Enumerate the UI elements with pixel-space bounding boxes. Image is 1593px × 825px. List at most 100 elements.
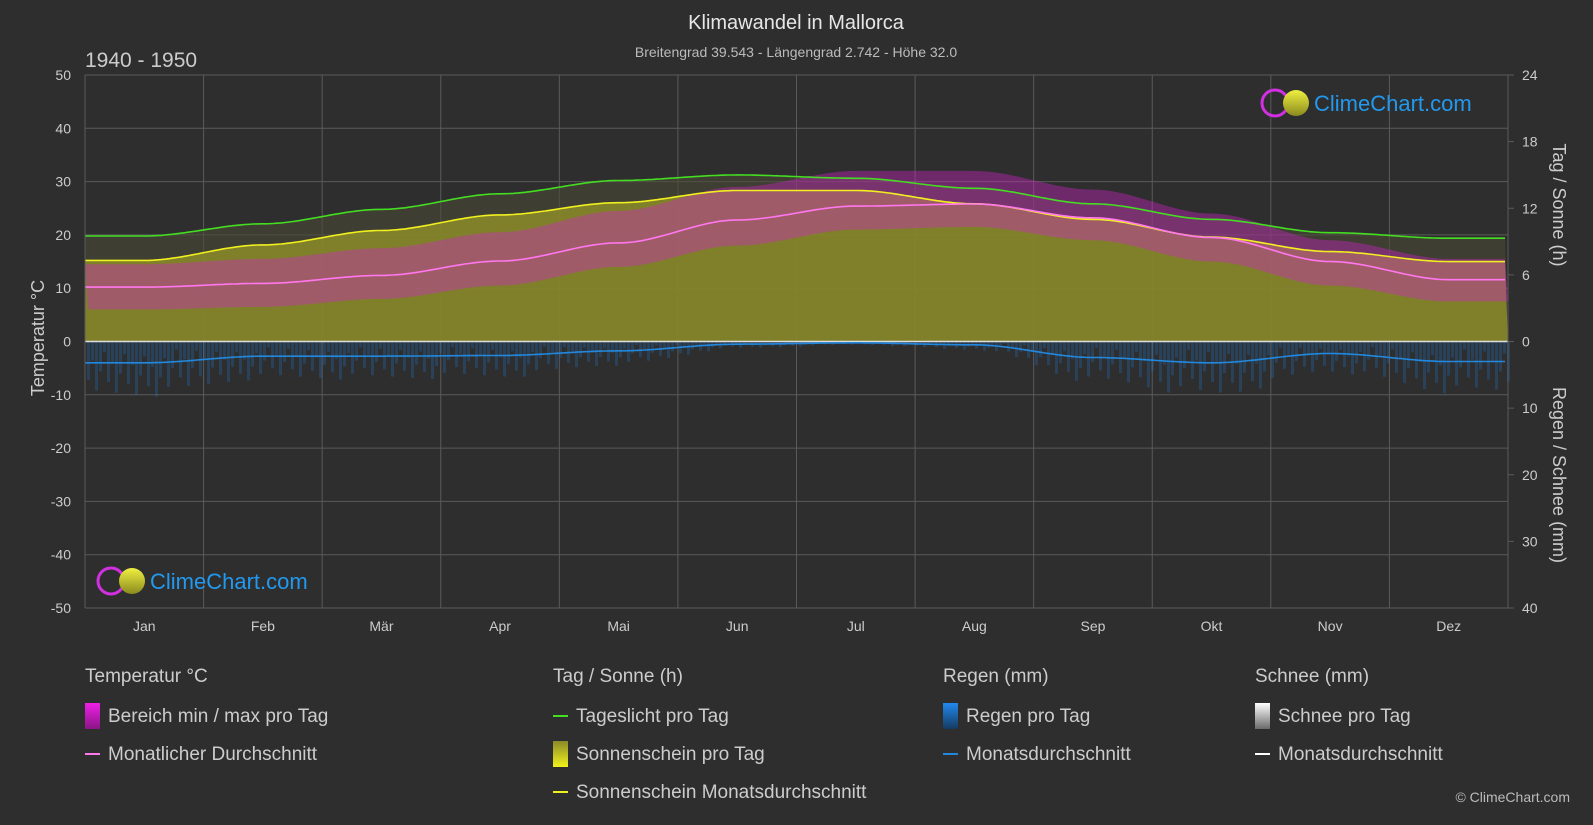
rain-bar (547, 341, 550, 364)
legend-label-temp-range: Bereich min / max pro Tag (108, 706, 328, 727)
rain-bar (1395, 341, 1398, 373)
rain-bar (479, 341, 482, 356)
left-tick-label: 20 (55, 227, 71, 243)
series-lines (85, 174, 1508, 364)
rain-bar (755, 341, 758, 345)
brand-logo-bottom[interactable]: ClimeChart.com (96, 566, 308, 596)
rain-bar (1427, 341, 1430, 373)
rain-bar (1387, 341, 1390, 364)
rain-avg-line (85, 342, 1505, 364)
rain-bar (531, 341, 534, 353)
rain-bar (1307, 341, 1310, 355)
rain-bar (207, 341, 210, 384)
rain-bar (371, 341, 374, 376)
rain-bar (1239, 341, 1242, 392)
rain-bar (555, 341, 558, 369)
rain-bar (363, 341, 366, 368)
rain-bar (467, 341, 470, 362)
brand-logo-top[interactable]: ClimeChart.com (1260, 88, 1472, 118)
left-tick-label: -50 (51, 600, 71, 616)
rain-bar (91, 341, 94, 361)
rain-bar (215, 341, 218, 352)
rain-bar (1355, 341, 1358, 364)
rain-bar (519, 341, 522, 358)
rain-bar (391, 341, 394, 377)
legend-label-rain: Regen pro Tag (966, 706, 1090, 727)
rain-bar (1383, 341, 1386, 377)
rain-bar (1163, 341, 1166, 365)
legend-label-snow-avg: Monatsdurchschnitt (1278, 744, 1443, 765)
copyright: © ClimeChart.com (1455, 789, 1570, 805)
rain-bar (1111, 341, 1114, 365)
rain-bar (651, 341, 654, 353)
rain-bar (327, 341, 330, 352)
temperature-avg-line (85, 203, 1505, 288)
rain-bar (1247, 341, 1250, 355)
rain-bar (291, 341, 294, 370)
rain-bar (463, 341, 466, 374)
rain-bar (583, 341, 586, 348)
month-tick-label: Jul (847, 618, 865, 634)
rain-bar (335, 341, 338, 360)
rain-bar (431, 341, 434, 379)
rain-bar (939, 341, 942, 345)
rain-bar (1119, 341, 1122, 374)
right-top-tick-label: 24 (1522, 67, 1538, 83)
rain-bar (1079, 341, 1082, 368)
rain-bar (235, 341, 238, 353)
rain-bar (103, 341, 106, 353)
rain-bar (211, 341, 214, 368)
rain-bar (1099, 341, 1102, 371)
rain-bar (1235, 341, 1238, 364)
rain-bar (1263, 341, 1266, 372)
rain-bar (131, 341, 134, 365)
rain-bar (1259, 341, 1262, 389)
rain-bar (1043, 341, 1046, 349)
rain-bar (1199, 341, 1202, 391)
rain-bar (619, 341, 622, 358)
rain-bar (1455, 341, 1458, 386)
rain-bar (503, 341, 506, 377)
month-tick-label: Jan (133, 618, 156, 634)
rain-bar (1055, 341, 1058, 374)
right-bottom-tick-label: 40 (1522, 600, 1538, 616)
month-tick-label: Mai (607, 618, 630, 634)
legend-label-snow: Schnee pro Tag (1278, 706, 1411, 727)
rain-bar (1399, 341, 1402, 359)
rain-bar (1339, 341, 1342, 350)
right-top-tick-label: 18 (1522, 134, 1538, 150)
rain-bar (551, 341, 554, 353)
rain-bar (111, 341, 114, 363)
rain-bar (1059, 341, 1062, 364)
rain-bar (1191, 341, 1194, 380)
rain-bar (715, 341, 718, 345)
sunshine-avg-line (85, 189, 1505, 263)
rain-bar (671, 341, 674, 352)
rain-bar (1495, 341, 1498, 390)
rain-bar (179, 341, 182, 378)
rain-bar (1335, 341, 1338, 361)
rain-bar (1131, 341, 1134, 368)
legend-label-sunshine: Sonnenschein pro Tag (576, 744, 765, 765)
rain-bar (499, 341, 502, 357)
rain-bar (683, 341, 686, 348)
rain-bar (775, 341, 778, 345)
rain-bar (1299, 341, 1302, 349)
rain-bar (1311, 341, 1314, 372)
rain-bar (387, 341, 390, 357)
rain-bar (1187, 341, 1190, 350)
rain-bar (187, 341, 190, 386)
rain-bar (1267, 341, 1270, 356)
rain-bar (275, 341, 278, 355)
rain-bar (991, 341, 994, 345)
rain-bar (959, 341, 962, 346)
rain-bar (963, 341, 966, 350)
rain-bar (307, 341, 310, 351)
rain-bar (1167, 341, 1170, 393)
right-top-tick-label: 12 (1522, 200, 1538, 216)
rain-bar (267, 341, 270, 348)
rain-bar (1215, 341, 1218, 363)
rain-bar (951, 341, 954, 344)
axes: 50 40 30 20 10 0 -10 -20 -30 -40 -50 Jan Feb Mär Apr Ma… (51, 67, 1538, 634)
rain-bar (1087, 341, 1090, 377)
